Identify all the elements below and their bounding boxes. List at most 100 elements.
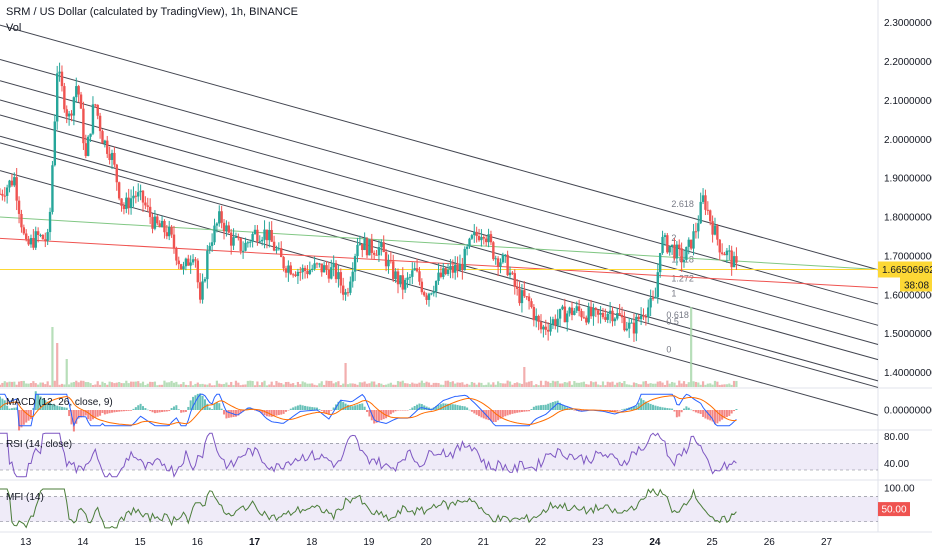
macd-hist-bar: [373, 410, 376, 424]
volume-bar: [96, 381, 99, 387]
candle-body: [341, 285, 345, 295]
macd-hist-bar: [82, 410, 85, 417]
macd-hist-bar: [196, 393, 199, 410]
macd-hist-bar: [58, 406, 61, 410]
candle-body: [101, 131, 104, 144]
volume-bar: [344, 363, 347, 387]
candle-body: [189, 262, 192, 266]
macd-hist-bar: [41, 398, 44, 410]
volume-bar: [680, 383, 683, 387]
volume-bar: [704, 384, 707, 387]
candle-body: [213, 225, 216, 243]
volume-bar: [387, 383, 390, 387]
candle-body: [499, 262, 502, 267]
volume-bar: [265, 385, 269, 387]
time-tick-label: 13: [20, 537, 32, 548]
candle-body: [284, 268, 288, 273]
volume-bar: [106, 384, 109, 387]
macd-hist-bar: [401, 410, 404, 411]
candle-body: [728, 250, 731, 252]
volume-bar: [289, 383, 292, 387]
volume-bar: [134, 381, 137, 387]
candle-body: [487, 234, 490, 243]
macd-hist-bar: [408, 409, 411, 410]
candle-body: [187, 258, 190, 266]
volume-bar: [244, 384, 247, 387]
countdown-badge: [900, 277, 932, 292]
macd-hist-bar: [304, 405, 307, 410]
volume-bar: [373, 381, 376, 387]
macd-hist-bar: [215, 401, 218, 410]
volume-bar: [268, 384, 271, 387]
volume-bar: [690, 307, 693, 387]
macd-hist-bar: [397, 410, 400, 411]
macd-hist-bar: [91, 410, 94, 420]
macd-hist-bar: [642, 400, 645, 410]
candle-body: [720, 252, 724, 254]
candle-body: [86, 136, 90, 156]
price-tick-label: 1.70000000: [884, 251, 932, 262]
candle-body: [554, 319, 557, 326]
candle-body: [532, 307, 536, 321]
macd-hist-bar: [673, 410, 676, 412]
macd-hist-bar: [711, 410, 714, 422]
macd-hist-bar: [449, 404, 452, 410]
macd-hist-bar: [640, 398, 643, 410]
volume-bar: [194, 383, 197, 387]
macd-hist-bar: [318, 409, 321, 410]
macd-hist-bar: [616, 410, 619, 412]
volume-bar: [68, 384, 71, 387]
macd-hist-bar: [377, 410, 380, 422]
volume-bar: [430, 384, 433, 387]
candle-body: [477, 236, 481, 241]
macd-hist-bar: [702, 410, 705, 417]
macd-hist-bar: [537, 405, 540, 410]
candle-body: [277, 248, 281, 250]
macd-hist-bar: [540, 405, 543, 410]
macd-hist-bar: [227, 410, 230, 418]
rsi-pane-label: RSI (14, close): [6, 439, 73, 450]
candle-body: [492, 242, 495, 260]
candle-body: [651, 297, 655, 299]
fib-channel-line: [0, 99, 879, 346]
volume-bar: [425, 381, 428, 387]
candle-body: [229, 232, 233, 246]
volume-bar: [497, 381, 500, 387]
macd-hist-bar: [659, 406, 662, 410]
rsi-tick-label: 80.00: [884, 432, 909, 443]
candle-body: [403, 279, 407, 290]
candle-body: [468, 238, 471, 247]
volume-bar: [399, 381, 402, 387]
mfi-pane-label: MFI (14): [6, 492, 44, 503]
macd-hist-bar: [294, 406, 297, 410]
macd-hist-bar: [46, 401, 49, 410]
candle-body: [511, 272, 514, 274]
candle-body: [1, 193, 4, 196]
volume-bar: [494, 384, 497, 387]
macd-hist-bar: [542, 404, 545, 410]
candle-body: [644, 316, 648, 318]
volume-bar: [118, 381, 121, 387]
volume-bar: [444, 380, 447, 387]
macd-hist-bar: [687, 407, 690, 410]
candle-body: [494, 258, 497, 260]
macd-hist-bar: [170, 408, 173, 410]
volume-bar: [351, 383, 354, 387]
macd-hist-bar: [461, 405, 464, 410]
candle-body: [461, 264, 464, 271]
candle-body: [156, 216, 159, 224]
candle-body: [639, 315, 643, 320]
macd-hist-bar: [458, 405, 461, 410]
volume-bar: [380, 383, 383, 387]
macd-hist-bar: [68, 410, 71, 417]
fib-level-label: 0.618: [666, 310, 689, 320]
candle-body: [294, 274, 297, 277]
volume-bar: [685, 384, 688, 387]
macd-hist-bar: [130, 410, 133, 411]
macd-hist-bar: [51, 403, 54, 410]
candle-body: [697, 223, 700, 232]
macd-hist-bar: [346, 404, 349, 410]
volume-bar: [392, 384, 395, 387]
candle-body: [735, 256, 738, 263]
